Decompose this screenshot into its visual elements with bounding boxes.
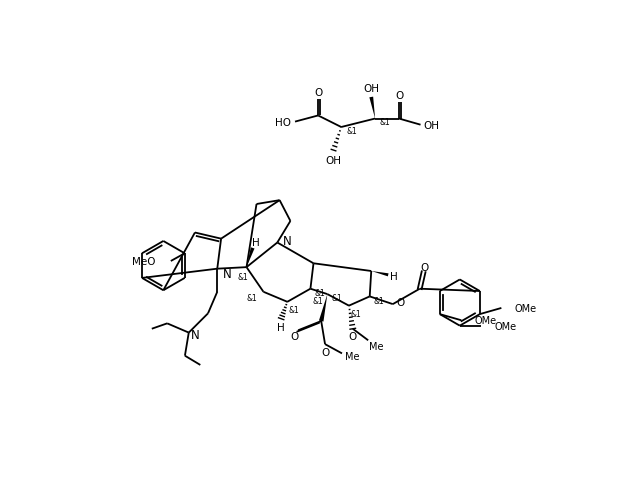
Text: &1: &1 <box>313 296 323 305</box>
Text: H: H <box>252 238 260 248</box>
Polygon shape <box>370 97 375 119</box>
Text: O: O <box>396 91 404 101</box>
Text: HO: HO <box>276 117 291 127</box>
Text: &1: &1 <box>237 273 248 282</box>
Polygon shape <box>319 295 328 322</box>
Text: N: N <box>283 234 291 247</box>
Text: O: O <box>315 88 323 98</box>
Text: OMe: OMe <box>474 316 497 326</box>
Text: &1: &1 <box>314 289 325 298</box>
Text: OH: OH <box>424 120 439 130</box>
Text: MeO: MeO <box>132 257 156 267</box>
Text: &1: &1 <box>347 126 358 135</box>
Polygon shape <box>371 272 389 277</box>
Text: O: O <box>321 347 329 357</box>
Text: O: O <box>290 332 298 342</box>
Polygon shape <box>246 248 255 268</box>
Text: H: H <box>391 271 398 281</box>
Text: &1: &1 <box>289 306 300 314</box>
Text: Me: Me <box>345 351 359 361</box>
Text: O: O <box>397 297 405 307</box>
Text: H: H <box>277 323 285 333</box>
Text: &1: &1 <box>331 294 342 303</box>
Text: OH: OH <box>363 84 379 94</box>
Text: O: O <box>420 263 429 273</box>
Text: &1: &1 <box>351 309 361 318</box>
Text: OMe: OMe <box>495 321 517 331</box>
Text: &1: &1 <box>373 296 384 305</box>
Text: &1: &1 <box>380 118 391 127</box>
Text: N: N <box>223 268 231 281</box>
Text: N: N <box>191 328 200 341</box>
Text: &1: &1 <box>246 294 257 303</box>
Text: OH: OH <box>326 156 342 166</box>
Text: Me: Me <box>369 341 383 351</box>
Text: O: O <box>349 332 357 342</box>
Text: OMe: OMe <box>514 303 537 313</box>
